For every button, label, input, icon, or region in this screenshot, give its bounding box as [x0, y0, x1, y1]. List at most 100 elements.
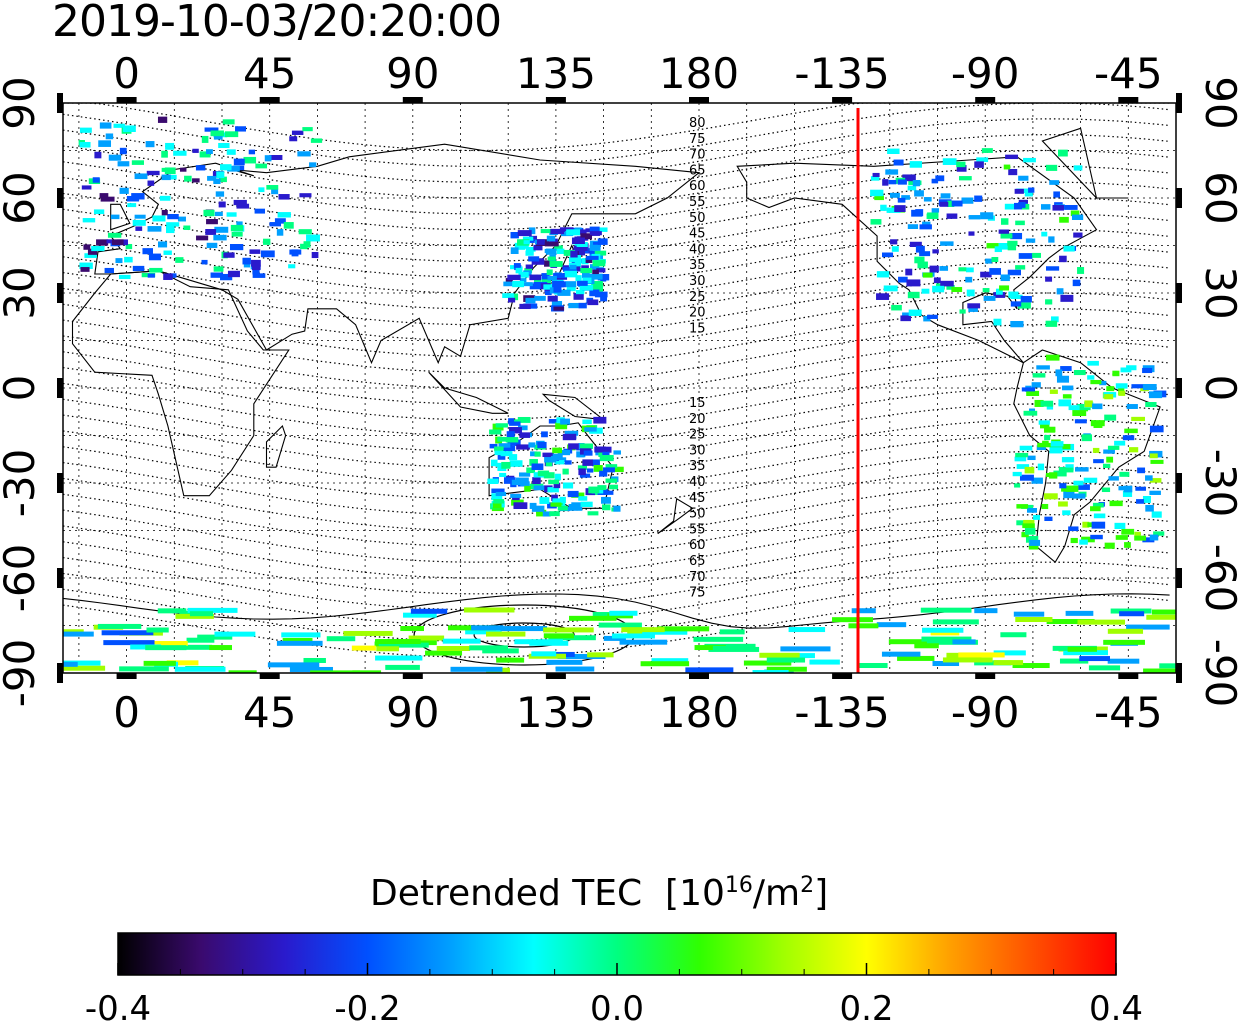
tec-pixel	[599, 455, 614, 462]
tec-pixel	[1124, 542, 1131, 548]
tec-pixel	[544, 260, 554, 267]
tec-pixel	[1016, 520, 1026, 526]
tec-pixel	[533, 244, 543, 251]
tec-pixel	[1092, 403, 1103, 410]
tec-pixel	[552, 453, 563, 461]
tec-pixel	[442, 638, 481, 644]
tec-pixel	[143, 660, 176, 666]
tec-pixel	[218, 142, 230, 149]
tec-pixel	[568, 262, 578, 267]
tec-pixel	[548, 419, 563, 424]
plot-title: 2019-10-03/20:20:00	[52, 0, 502, 47]
tec-pixel	[519, 472, 531, 477]
tec-pixel	[1010, 294, 1023, 299]
tec-pixel	[306, 234, 320, 242]
x-tick-bar	[975, 673, 996, 679]
tec-pixel	[919, 251, 931, 257]
tec-pixel	[209, 645, 233, 651]
tec-pixel	[931, 208, 940, 213]
tec-pixel	[99, 122, 112, 129]
tec-pixel	[1060, 294, 1074, 302]
tec-pixel	[947, 200, 955, 207]
magnetic-latitude-label: 60	[689, 538, 706, 553]
tec-pixel	[580, 443, 594, 449]
tec-pixel	[534, 295, 546, 301]
x-tick-bar	[975, 97, 996, 103]
tec-pixel	[1072, 279, 1081, 287]
tec-pixel	[1087, 360, 1099, 366]
tec-pixel	[885, 169, 899, 175]
tec-pixel	[159, 195, 171, 201]
tec-pixel	[1049, 447, 1063, 454]
tec-pixel	[161, 150, 168, 158]
colorbar: -0.4 -0.2 0.0 0.2 0.4	[85, 932, 1143, 1024]
tec-pixel	[1027, 455, 1036, 461]
tec-pixel	[956, 161, 966, 168]
tec-pixel	[376, 646, 400, 652]
tec-pixel	[494, 448, 504, 456]
colorbar-ticks: -0.4 -0.2 0.0 0.2 0.4	[85, 963, 1143, 1024]
tec-pixel	[227, 165, 240, 172]
magnetic-latitude-label: 75	[689, 586, 706, 601]
tec-pixel	[1018, 175, 1029, 181]
magnetic-latitude-label: 25	[689, 428, 706, 443]
tec-pixel	[958, 652, 1005, 658]
tec-pixel	[931, 178, 939, 184]
tec-pixel	[952, 639, 976, 645]
tec-pixel	[499, 472, 507, 477]
tec-pixel	[489, 443, 498, 449]
colorbar-unit-exponent: 16	[724, 873, 753, 898]
tec-pixel	[1046, 619, 1095, 625]
y-tick-bar	[1176, 663, 1182, 683]
y-tick-bar	[57, 473, 63, 493]
tec-pixel	[600, 276, 607, 282]
tec-pixel	[1015, 220, 1025, 226]
tec-pixel	[115, 258, 123, 264]
tec-pixel	[902, 174, 916, 182]
tec-pixel	[1114, 440, 1126, 446]
tec-pixel	[886, 207, 901, 213]
tec-pixel	[546, 659, 583, 665]
tec-pixel	[914, 256, 925, 264]
tec-pixel	[1049, 180, 1060, 185]
tec-pixel	[780, 646, 831, 652]
tec-pixel	[517, 230, 532, 237]
tec-pixel	[1109, 500, 1123, 507]
x-tick-label-top: 180	[659, 49, 739, 98]
tec-pixel	[562, 468, 569, 475]
tec-pixel	[1045, 299, 1053, 305]
tec-pixel	[605, 478, 618, 483]
tec-pixel	[157, 241, 168, 248]
tec-pixel	[602, 451, 610, 457]
tec-pixel	[1151, 609, 1176, 615]
tec-pixel	[490, 459, 498, 467]
tec-pixel	[888, 179, 897, 185]
tec-pixel	[506, 431, 515, 439]
tec-pixel	[1045, 354, 1060, 361]
tec-pixel	[1015, 452, 1029, 458]
tec-pixel	[385, 664, 420, 670]
tec-pixel	[909, 241, 922, 247]
tec-pixel	[580, 268, 593, 274]
magnetic-latitude-label: 70	[689, 570, 706, 585]
tec-pixel	[303, 657, 326, 663]
coastline	[265, 424, 287, 468]
tec-pixel	[1018, 199, 1028, 204]
tec-pixel	[540, 229, 554, 234]
tec-pixel	[205, 229, 217, 235]
x-tick-bar	[832, 673, 853, 679]
tec-pixel	[166, 222, 180, 227]
tec-pixel	[832, 617, 873, 623]
tec-pixel	[107, 232, 122, 238]
tec-pixel	[1000, 632, 1027, 638]
tec-pixel	[989, 268, 1001, 275]
magnetic-latitude-label: 80	[689, 116, 706, 131]
tec-pixel	[1134, 535, 1147, 541]
tec-pixel	[1053, 191, 1060, 198]
magnetic-latitude-label: 40	[689, 475, 706, 490]
tec-pixel	[1099, 380, 1107, 386]
tec-pixel	[525, 250, 534, 256]
tec-pixel	[214, 211, 223, 217]
tec-pixel	[553, 273, 565, 279]
tec-pixel	[998, 243, 1011, 250]
